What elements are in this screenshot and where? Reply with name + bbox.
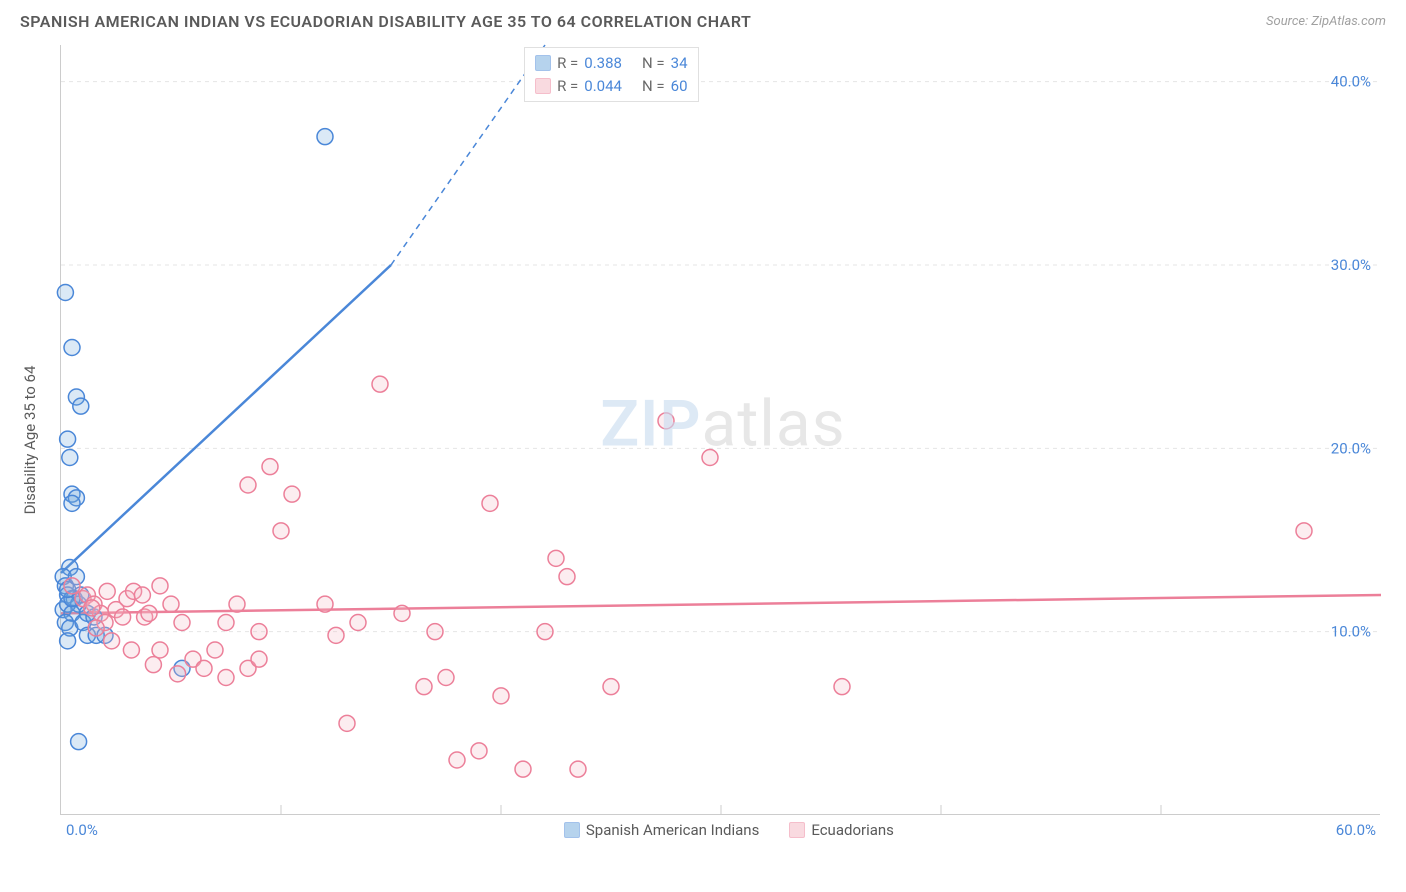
chart-area: Disability Age 35 to 64 10.0%20.0%30.0%4… [60, 45, 1386, 835]
n-value: 60 [671, 75, 688, 98]
n-label: N = [642, 75, 665, 98]
series-legend-item: Ecuadorians [789, 821, 894, 839]
stats-legend: R = 0.388 N = 34 R = 0.044 N = 60 [524, 47, 698, 102]
stats-legend-row: R = 0.388 N = 34 [535, 52, 687, 75]
legend-swatch [535, 55, 551, 71]
svg-text:0.0%: 0.0% [66, 821, 98, 839]
r-value: 0.044 [584, 75, 622, 98]
svg-text:30.0%: 30.0% [1331, 256, 1371, 274]
svg-text:20.0%: 20.0% [1331, 439, 1371, 457]
stats-legend-row: R = 0.044 N = 60 [535, 75, 687, 98]
legend-swatch [564, 822, 580, 838]
header: SPANISH AMERICAN INDIAN VS ECUADORIAN DI… [20, 12, 1386, 39]
legend-swatch [535, 78, 551, 94]
series-legend-item: Spanish American Indians [564, 821, 759, 839]
series-legend-label: Spanish American Indians [586, 821, 759, 839]
series-legend-label: Ecuadorians [811, 821, 894, 839]
svg-text:10.0%: 10.0% [1331, 623, 1371, 641]
legend-swatch [789, 822, 805, 838]
scatter-plot: 10.0%20.0%30.0%40.0%0.0%60.0% [60, 45, 1380, 815]
r-label: R = [557, 52, 578, 75]
svg-text:60.0%: 60.0% [1336, 821, 1376, 839]
r-value: 0.388 [584, 52, 622, 75]
chart-container: SPANISH AMERICAN INDIAN VS ECUADORIAN DI… [0, 0, 1406, 892]
n-label: N = [642, 52, 665, 75]
source-label: Source: ZipAtlas.com [1266, 14, 1386, 29]
y-axis-label: Disability Age 35 to 64 [21, 366, 39, 515]
chart-title: SPANISH AMERICAN INDIAN VS ECUADORIAN DI… [20, 12, 751, 31]
svg-text:40.0%: 40.0% [1331, 73, 1371, 91]
series-legend: Spanish American Indians Ecuadorians [564, 821, 894, 839]
r-label: R = [557, 75, 578, 98]
n-value: 34 [671, 52, 688, 75]
